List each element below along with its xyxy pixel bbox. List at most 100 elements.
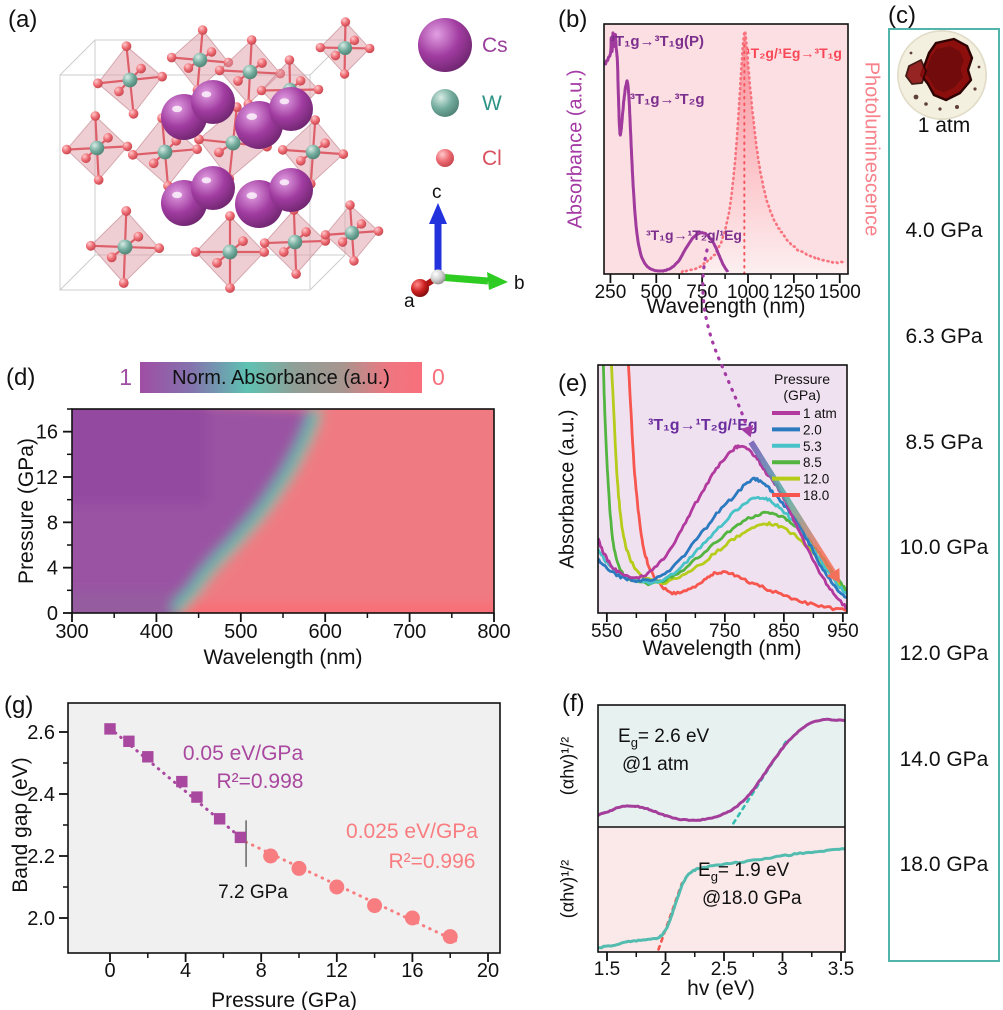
- svg-text:Eg= 1.9 eV: Eg= 1.9 eV: [698, 860, 790, 884]
- svg-text:³T₁g→³T₂g: ³T₁g→³T₂g: [630, 91, 705, 108]
- f-y-axis-label-top: (αhv)¹/²: [557, 736, 578, 796]
- svg-text:c: c: [432, 182, 442, 203]
- series-1 atm: [598, 444, 847, 610]
- pressure-photo-series: 1 atm 4.0 GPa 6.3 GPa 8.5 GPa 10.0 GPa 12.0 G…: [888, 28, 1000, 962]
- panel-d-label: (d): [6, 364, 36, 391]
- svg-text:500: 500: [224, 621, 257, 643]
- svg-text:Norm. Absorbance (a.u.): Norm. Absorbance (a.u.): [172, 367, 390, 389]
- g-y-axis-label: Band gap (eV): [9, 757, 32, 893]
- tauc-subplot-1: [598, 847, 845, 951]
- b-curves: [604, 28, 848, 274]
- data-point: [291, 860, 307, 876]
- pressure-caption: 1 atm: [917, 113, 971, 137]
- svg-text:2.2: 2.2: [27, 846, 55, 868]
- photo-cell-8-5-GPa: 8.5 GPa: [897, 30, 987, 454]
- svg-text:500: 500: [640, 282, 672, 303]
- pressure-caption: 8.5 GPa: [905, 430, 983, 454]
- svg-text:³T₁g→¹T₂g/¹Eg: ³T₁g→¹T₂g/¹Eg: [648, 417, 758, 434]
- e-curves: [598, 365, 847, 613]
- svg-text:R²=0.996: R²=0.996: [389, 850, 476, 873]
- svg-text:550: 550: [591, 621, 623, 642]
- svg-text:Cs: Cs: [482, 34, 508, 57]
- bandgap-pressure-chart: 7.2 GPa 0.05 eV/GPa R²=0.998 0.025 eV/GPa R²…: [27, 702, 501, 982]
- svg-text:1250: 1250: [773, 282, 815, 303]
- pressure-caption: 4.0 GPa: [905, 219, 983, 243]
- panel-f: (f) Eg= 2.6 eV @1 atm Eg= 1.9 eV @18.0 GPa 1…: [530, 680, 890, 1010]
- high-pressure-fit: [244, 840, 462, 945]
- crystal-structure: Cs W Cl c b a: [59, 17, 525, 312]
- svg-text:2.0: 2.0: [803, 422, 822, 437]
- svg-text:400: 400: [140, 621, 173, 643]
- svg-text:2.0: 2.0: [27, 908, 55, 930]
- svg-text:Eg= 2.6 eV: Eg= 2.6 eV: [618, 726, 710, 750]
- svg-text:3.5: 3.5: [828, 959, 854, 980]
- svg-text:@18.0 GPa: @18.0 GPa: [702, 888, 802, 909]
- svg-text:(GPa): (GPa): [783, 387, 820, 403]
- absorbance-pl-chart: ³T₁g→³T₁g(P) ³T₁g→³T₂g ³T₁g→¹T₂g/¹Eg ¹T₂g/¹…: [595, 23, 861, 303]
- panel-b: (b) ³T₁g→³T₁g(P) ³T₁g→³T₂g ³T₁g→¹T₂g/¹Eg ¹T…: [530, 0, 890, 340]
- svg-text:0: 0: [432, 364, 445, 390]
- svg-text:³T₁g→³T₁g(P): ³T₁g→³T₁g(P): [610, 33, 704, 50]
- sample-photo: [897, 30, 987, 120]
- colorbar: [140, 362, 422, 393]
- svg-text:2.6: 2.6: [27, 722, 55, 744]
- svg-text:Pressure: Pressure: [774, 371, 830, 387]
- pl-fill: [681, 31, 848, 274]
- data-point: [191, 791, 203, 803]
- svg-text:R²=0.998: R²=0.998: [217, 770, 304, 793]
- panel-a-label: (a): [8, 6, 38, 33]
- svg-text:250: 250: [595, 282, 627, 303]
- svg-text:4: 4: [47, 558, 58, 580]
- svg-text:650: 650: [650, 621, 682, 642]
- photo-cell-14-0-GPa: 14.0 GPa: [897, 30, 989, 771]
- tauc-plots: Eg= 2.6 eV @1 atm Eg= 1.9 eV @18.0 GPa 1.5 2 2…: [594, 704, 854, 980]
- svg-text:12: 12: [36, 467, 58, 489]
- svg-text:7.2 GPa: 7.2 GPa: [218, 882, 288, 903]
- svg-text:1500: 1500: [819, 282, 861, 303]
- svg-text:8: 8: [47, 512, 58, 534]
- svg-text:0.025 eV/GPa: 0.025 eV/GPa: [346, 820, 478, 843]
- svg-text:@1 atm: @1 atm: [622, 754, 689, 775]
- tauc-subplot-0: [598, 717, 845, 825]
- photo-cell-4-0-GPa: 4.0 GPa: [897, 30, 987, 243]
- svg-text:³T₁g→¹T₂g/¹Eg: ³T₁g→¹T₂g/¹Eg: [646, 227, 742, 243]
- data-point: [404, 910, 420, 926]
- b-y-axis-label-left: Absorbance (a.u.): [564, 69, 587, 229]
- series-2.0: [598, 476, 847, 600]
- pressure-caption: 14.0 GPa: [899, 747, 989, 771]
- svg-text:12.0: 12.0: [803, 472, 829, 487]
- photo-cell-12-0-GPa: 12.0 GPa: [897, 30, 988, 664]
- svg-text:1: 1: [119, 364, 132, 390]
- photo-cell-18-0-GPa: 18.0 GPa: [897, 30, 989, 877]
- data-point: [123, 735, 135, 747]
- svg-text:Cl: Cl: [482, 147, 502, 170]
- absorbance-heatmap: 1 0 Norm. Absorbance (a.u.) 300 400 500 600 700…: [36, 362, 511, 643]
- data-point: [234, 831, 247, 844]
- svg-text:8: 8: [256, 960, 267, 982]
- heatmap: [72, 409, 494, 613]
- legend: Cs W Cl: [418, 18, 508, 170]
- photo-cell-6-3-GPa: 6.3 GPa: [897, 30, 987, 347]
- data-point: [104, 723, 116, 735]
- b-x-axis-label: Wavelength (nm): [646, 295, 806, 318]
- pressure-caption: 10.0 GPa: [899, 536, 989, 560]
- data-point: [213, 813, 226, 825]
- e-x-axis-label: Wavelength (nm): [642, 637, 802, 660]
- pressure-caption: 18.0 GPa: [899, 853, 989, 877]
- svg-text:1 atm: 1 atm: [803, 406, 837, 421]
- tauc-curve: [598, 847, 845, 950]
- svg-text:W: W: [482, 92, 502, 115]
- e-y-axis-label: Absorbance (a.u.): [556, 409, 579, 569]
- panel-e: (e) ³T₁g→¹T₂g/¹Eg Pressure (GPa) 1 atm 2.0 5.…: [530, 340, 890, 680]
- svg-text:0: 0: [47, 603, 58, 625]
- svg-text:5.3: 5.3: [803, 439, 822, 454]
- svg-text:800: 800: [477, 621, 510, 643]
- svg-text:16: 16: [401, 960, 423, 982]
- photo-cell-10-0-GPa: 10.0 GPa: [897, 30, 989, 560]
- panel-f-label: (f): [562, 690, 585, 717]
- panel-e-label: (e): [558, 370, 588, 397]
- svg-text:3: 3: [777, 959, 788, 980]
- tauc-curve: [598, 717, 845, 822]
- data-point: [142, 751, 154, 763]
